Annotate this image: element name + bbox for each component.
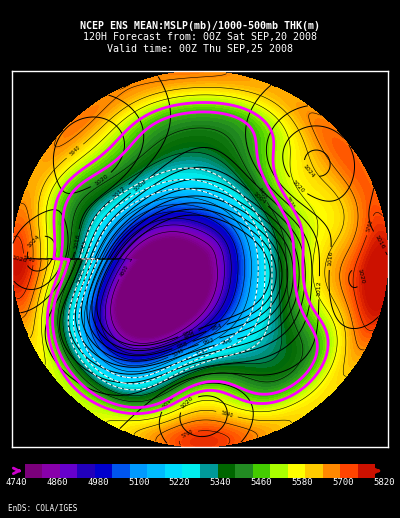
Text: 5280: 5280	[80, 240, 88, 253]
Text: 1020: 1020	[94, 174, 109, 187]
Text: 984: 984	[210, 323, 223, 332]
Text: EnDS: COLA/IGES: EnDS: COLA/IGES	[8, 504, 77, 513]
Text: 992: 992	[202, 337, 216, 346]
Text: 5760: 5760	[366, 219, 374, 232]
Text: 5340: 5340	[210, 478, 231, 487]
Text: 980: 980	[182, 328, 195, 338]
Bar	[200, 464, 218, 478]
Bar	[235, 464, 252, 478]
Text: 5220: 5220	[169, 478, 190, 487]
Text: 5580: 5580	[292, 478, 313, 487]
Text: 1016: 1016	[162, 395, 175, 410]
Text: 1020: 1020	[11, 255, 28, 263]
Text: 120H Forecast from: 00Z Sat SEP,20 2008: 120H Forecast from: 00Z Sat SEP,20 2008	[83, 32, 317, 42]
Text: 5460: 5460	[250, 478, 272, 487]
Text: 5400: 5400	[256, 187, 267, 200]
Bar	[305, 464, 323, 478]
Text: 5100: 5100	[128, 478, 150, 487]
Bar	[148, 464, 165, 478]
Bar	[77, 464, 95, 478]
Text: 1024: 1024	[26, 234, 41, 249]
Text: 1020: 1020	[180, 396, 195, 410]
Text: 1012: 1012	[316, 280, 322, 296]
Bar	[288, 464, 305, 478]
Bar	[270, 464, 288, 478]
Bar	[340, 464, 358, 478]
Text: 996: 996	[220, 338, 233, 346]
Bar	[25, 464, 42, 478]
Text: 1000: 1000	[76, 268, 86, 284]
Bar	[95, 464, 112, 478]
Text: 1012: 1012	[112, 185, 127, 200]
Text: 1008: 1008	[133, 178, 148, 192]
Text: 4920: 4920	[183, 332, 196, 342]
Text: 1020: 1020	[290, 179, 305, 194]
Text: 988: 988	[176, 340, 189, 350]
Text: 4860: 4860	[46, 478, 68, 487]
Text: 5160: 5160	[195, 347, 209, 357]
Text: 5820: 5820	[373, 478, 395, 487]
Text: 1020: 1020	[356, 268, 365, 284]
Bar	[112, 464, 130, 478]
Text: 4740: 4740	[5, 478, 27, 487]
Text: 1004: 1004	[251, 191, 266, 205]
Text: 5640: 5640	[220, 410, 234, 418]
Text: 5700: 5700	[332, 478, 354, 487]
Text: Valid time: 00Z Thu SEP,25 2008: Valid time: 00Z Thu SEP,25 2008	[107, 44, 293, 53]
Bar	[165, 464, 182, 478]
Bar	[42, 464, 60, 478]
Bar	[252, 464, 270, 478]
Text: 1024: 1024	[301, 163, 315, 179]
Bar	[182, 464, 200, 478]
Text: 1016: 1016	[73, 233, 81, 249]
Text: 1016: 1016	[327, 251, 333, 266]
Text: 4800: 4800	[119, 264, 129, 277]
Text: 5040: 5040	[172, 348, 185, 358]
Text: 5760: 5760	[22, 255, 36, 263]
Text: 5640: 5640	[69, 145, 81, 157]
Bar	[358, 464, 375, 478]
Text: 5760: 5760	[180, 429, 194, 439]
Text: NCEP ENS MEAN:MSLP(mb)/1000-500mb THK(m): NCEP ENS MEAN:MSLP(mb)/1000-500mb THK(m)	[80, 21, 320, 31]
Bar	[130, 464, 148, 478]
Text: 1016: 1016	[374, 234, 386, 250]
Bar	[218, 464, 235, 478]
Bar	[60, 464, 77, 478]
Text: 5520: 5520	[284, 196, 295, 210]
Text: 4980: 4980	[87, 478, 108, 487]
Bar	[323, 464, 340, 478]
